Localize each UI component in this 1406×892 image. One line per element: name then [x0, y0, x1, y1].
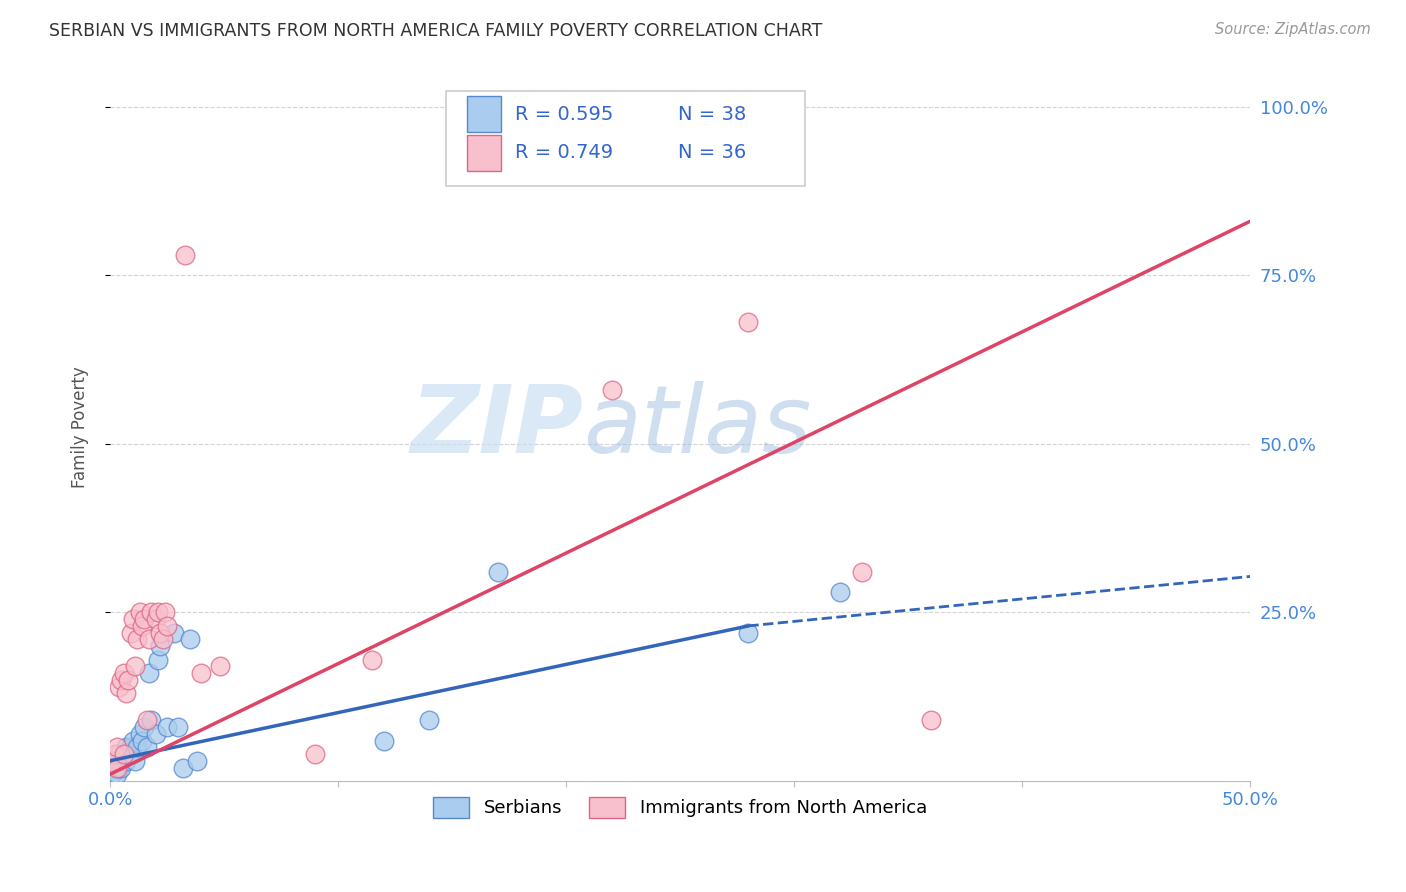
Point [149, 625, 172, 640]
Point [681, 100, 703, 114]
Text: N = 38: N = 38 [678, 104, 747, 124]
Point [486, 565, 509, 579]
Point [373, 733, 395, 747]
Point [152, 632, 174, 647]
Point [208, 659, 231, 673]
FancyBboxPatch shape [467, 136, 501, 170]
Text: Source: ZipAtlas.com: Source: ZipAtlas.com [1215, 22, 1371, 37]
Point [112, 747, 135, 761]
Point [115, 754, 138, 768]
Point [120, 625, 142, 640]
Point [124, 754, 146, 768]
Point [920, 714, 942, 728]
Point [127, 632, 149, 647]
Point [104, 760, 127, 774]
Point [149, 639, 172, 653]
Point [108, 747, 131, 761]
Point [101, 767, 124, 781]
Point [145, 727, 167, 741]
Point [134, 720, 156, 734]
FancyBboxPatch shape [446, 91, 806, 186]
Point [110, 754, 132, 768]
Point [110, 673, 132, 687]
Point [361, 652, 384, 666]
Point [112, 666, 135, 681]
Point [146, 652, 169, 666]
Point [186, 754, 208, 768]
Point [120, 740, 142, 755]
Point [122, 747, 145, 761]
Point [131, 619, 153, 633]
Text: ZIP: ZIP [411, 381, 583, 473]
Point [112, 747, 135, 761]
Point [304, 747, 326, 761]
Point [117, 673, 139, 687]
Point [145, 612, 167, 626]
Point [828, 585, 851, 599]
Point [105, 754, 128, 768]
Point [737, 316, 759, 330]
Text: SERBIAN VS IMMIGRANTS FROM NORTH AMERICA FAMILY POVERTY CORRELATION CHART: SERBIAN VS IMMIGRANTS FROM NORTH AMERICA… [49, 22, 823, 40]
Point [737, 625, 759, 640]
Point [108, 760, 131, 774]
Point [128, 606, 150, 620]
Point [146, 606, 169, 620]
Text: atlas: atlas [583, 382, 811, 473]
Point [122, 733, 145, 747]
Point [163, 625, 186, 640]
Point [179, 632, 201, 647]
Point [128, 727, 150, 741]
Point [122, 612, 145, 626]
Point [138, 632, 160, 647]
Point [110, 760, 132, 774]
Point [105, 760, 128, 774]
Point [117, 747, 139, 761]
Point [105, 740, 128, 755]
Text: R = 0.595: R = 0.595 [515, 104, 613, 124]
Point [131, 733, 153, 747]
Point [105, 767, 128, 781]
Legend: Serbians, Immigrants from North America: Serbians, Immigrants from North America [426, 789, 934, 825]
Point [135, 714, 157, 728]
Point [190, 666, 212, 681]
Point [174, 248, 197, 262]
Point [153, 606, 176, 620]
Point [139, 606, 162, 620]
Point [108, 680, 131, 694]
Point [172, 760, 194, 774]
Point [418, 714, 440, 728]
Point [115, 740, 138, 755]
Point [138, 666, 160, 681]
FancyBboxPatch shape [467, 96, 501, 132]
Point [139, 714, 162, 728]
Point [600, 383, 623, 397]
Point [104, 747, 127, 761]
Text: N = 36: N = 36 [678, 144, 747, 162]
Y-axis label: Family Poverty: Family Poverty [72, 366, 89, 488]
Point [156, 619, 179, 633]
Point [134, 612, 156, 626]
Point [101, 754, 124, 768]
Point [124, 659, 146, 673]
Text: R = 0.749: R = 0.749 [515, 144, 613, 162]
Point [115, 686, 138, 700]
Point [127, 740, 149, 755]
Point [135, 740, 157, 755]
Point [167, 720, 190, 734]
Point [851, 565, 873, 579]
Point [104, 754, 127, 768]
Point [156, 720, 179, 734]
